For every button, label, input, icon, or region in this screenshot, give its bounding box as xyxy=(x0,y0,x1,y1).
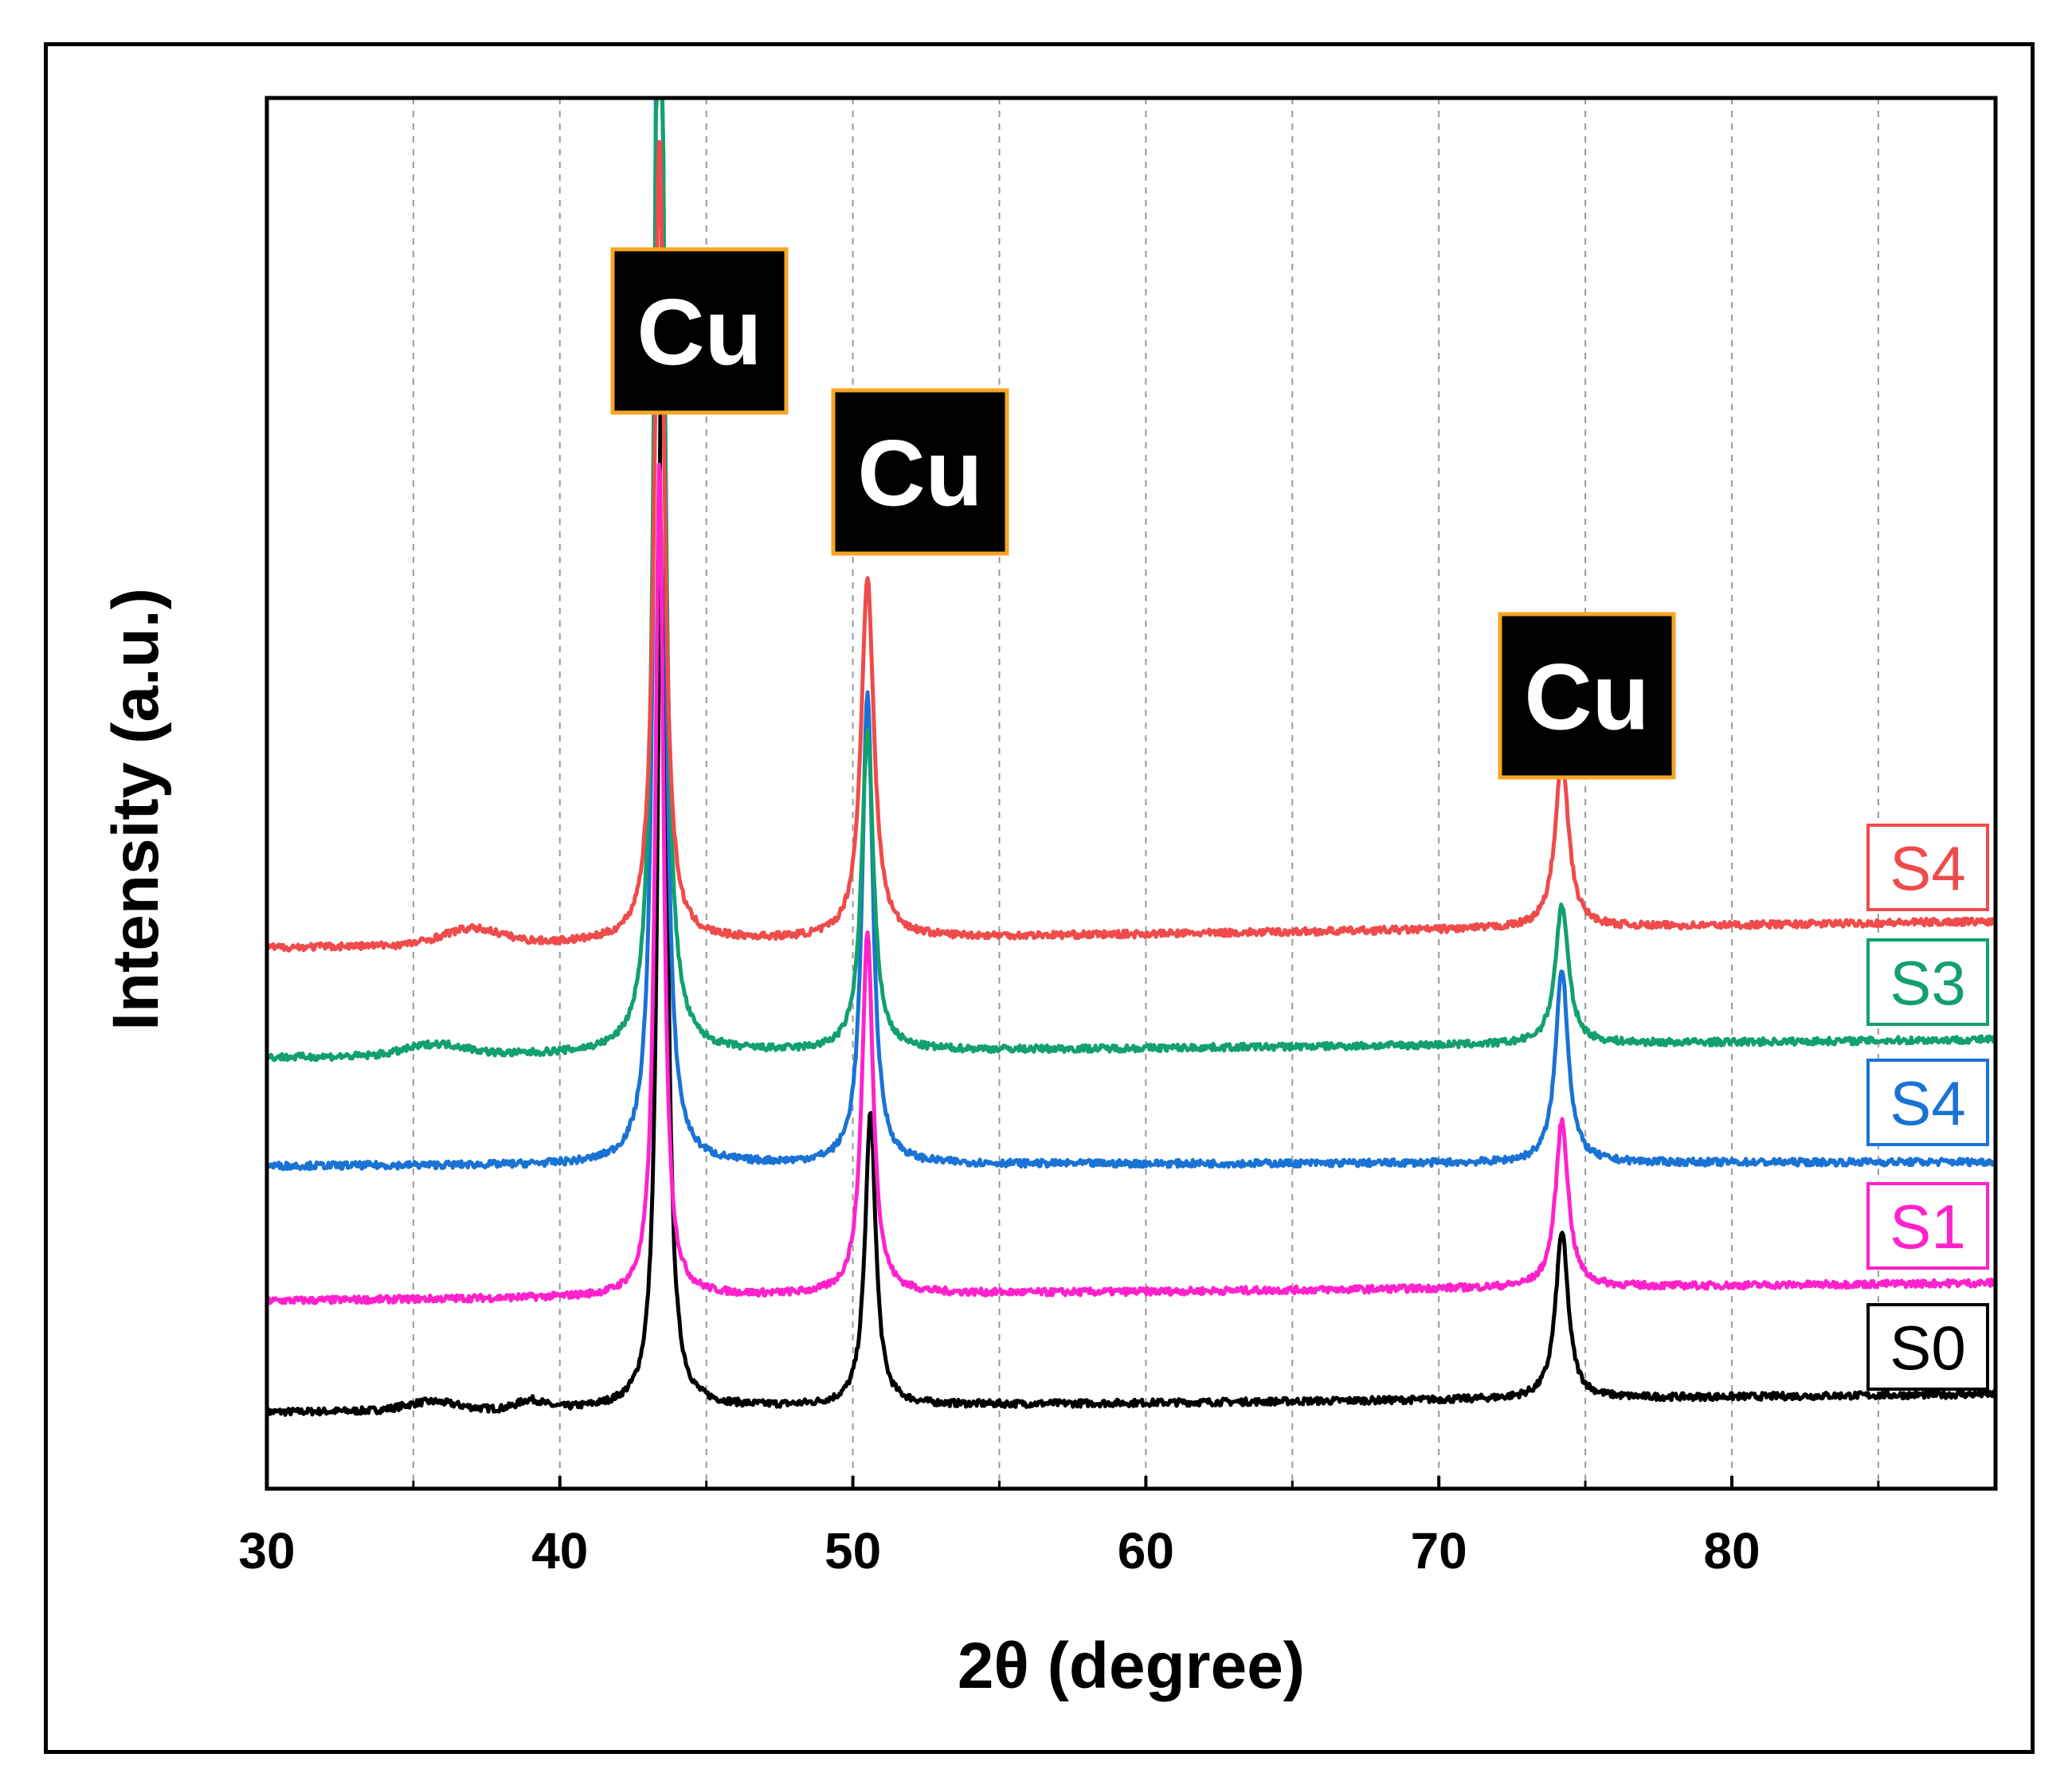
series-line-s3-3 xyxy=(264,96,1997,1063)
legend-label: S0 xyxy=(1890,1313,1965,1383)
legend-entry-s4-2: S4 xyxy=(1866,1059,1989,1146)
x-tick-label: 70 xyxy=(1411,1522,1467,1580)
xrd-chart: 30 40 50 60 70 80 2θ (degree) Intensity (a.u.… xyxy=(100,96,1998,1702)
peak-annotations: Cu Cu Cu xyxy=(610,247,1676,780)
legend-entry-s3-1: S3 xyxy=(1866,938,1989,1026)
cu-annotation-box xyxy=(831,388,1009,556)
legend-entry-s1-3: S1 xyxy=(1866,1182,1989,1270)
legend-label: S4 xyxy=(1890,1068,1965,1138)
series-line-s4-2 xyxy=(265,96,1998,1172)
x-axis-title: 2θ (degree) xyxy=(958,1630,1305,1702)
series-line-s0-0 xyxy=(264,208,1998,1417)
series-layer xyxy=(264,96,1998,1417)
series-line-s1-1 xyxy=(264,462,1998,1306)
legend-label: S1 xyxy=(1890,1192,1965,1262)
legend-box xyxy=(1866,1059,1989,1146)
cu-annotation-label: Cu xyxy=(636,280,762,386)
x-tick-label: 80 xyxy=(1703,1522,1760,1580)
cu-annotation-1: Cu xyxy=(610,247,789,415)
cu-annotation-2: Cu xyxy=(831,388,1009,556)
figure-frame: 30 40 50 60 70 80 2θ (degree) Intensity (a.u.… xyxy=(44,42,2035,1754)
legend-box xyxy=(1866,1303,1989,1391)
x-tick-label: 30 xyxy=(238,1522,295,1580)
x-tick-label: 40 xyxy=(531,1522,588,1580)
x-axis-ticks: 30 40 50 60 70 80 xyxy=(238,1476,1880,1580)
cu-annotation-box xyxy=(610,247,789,415)
x-tick-label: 50 xyxy=(824,1522,881,1580)
cu-annotation-3: Cu xyxy=(1498,612,1676,780)
cu-annotation-label: Cu xyxy=(1524,645,1649,750)
legend-box xyxy=(1866,824,1989,911)
y-axis-title: Intensity (a.u.) xyxy=(100,588,172,1031)
x-tick-label: 60 xyxy=(1118,1522,1174,1580)
legend-entry-s0-4: S0 xyxy=(1866,1303,1989,1391)
legend-box xyxy=(1866,938,1989,1026)
legend-box xyxy=(1866,1182,1989,1270)
plot-area-border xyxy=(264,96,1998,1491)
legend-label: S4 xyxy=(1890,833,1965,903)
cu-annotation-label: Cu xyxy=(857,421,982,527)
legend-label: S3 xyxy=(1890,948,1965,1018)
legend-entry-s4-0: S4 xyxy=(1866,824,1989,911)
series-line-s4-4 xyxy=(264,139,1998,953)
cu-annotation-box xyxy=(1498,612,1676,780)
legend: S4 S3 S4 S1 S0 xyxy=(1866,824,1989,1391)
